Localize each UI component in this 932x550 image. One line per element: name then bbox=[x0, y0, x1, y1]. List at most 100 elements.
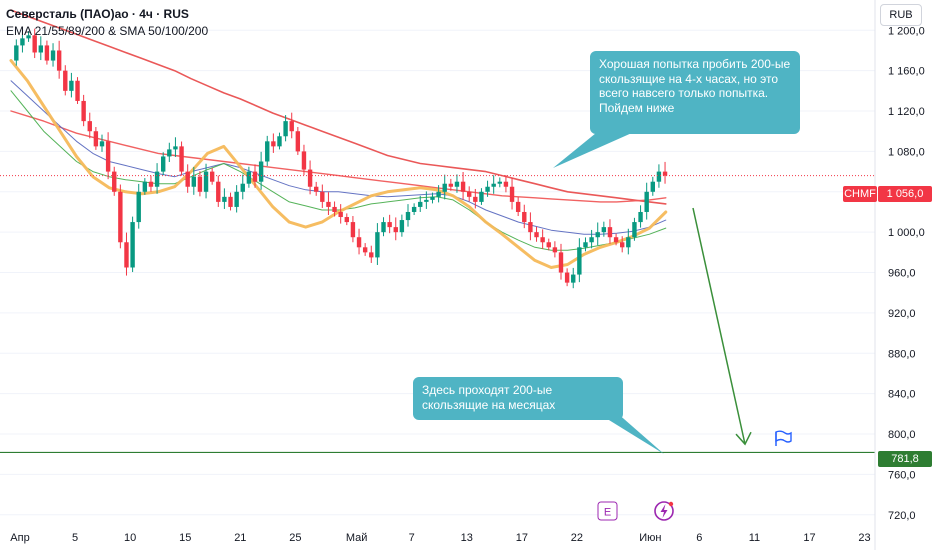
candle-body bbox=[81, 100, 86, 122]
time-tick-label: 17 bbox=[803, 532, 815, 544]
candle-body bbox=[301, 151, 307, 170]
candle-body bbox=[656, 171, 662, 182]
price-tick-label: 1 120,0 bbox=[888, 106, 925, 118]
time-tick-label: 25 bbox=[289, 532, 301, 544]
candle-body bbox=[399, 220, 405, 233]
candle-body bbox=[246, 171, 252, 184]
indicators-legend[interactable]: EMA 21/55/89/200 & SMA 50/100/200 bbox=[6, 24, 209, 38]
candle-body bbox=[662, 171, 668, 176]
candle-body bbox=[515, 201, 521, 212]
candle-body bbox=[44, 45, 50, 61]
candle-body bbox=[467, 191, 472, 197]
annotation-callout-top[interactable]: Хорошая попытка пробить 200-ые скользящи… bbox=[590, 51, 800, 134]
candle-body bbox=[497, 181, 502, 184]
candle-body bbox=[491, 183, 496, 187]
candle-body bbox=[626, 237, 631, 248]
candle-body bbox=[197, 176, 203, 192]
price-axis[interactable]: 720,0 760,0 800,0 840,0 880,0 920,0 960,0 1 000… bbox=[888, 25, 925, 522]
candle-body bbox=[405, 211, 411, 221]
level-price-tag: 781,8 bbox=[878, 451, 932, 467]
candle-body bbox=[362, 247, 368, 253]
moving-averages bbox=[9, 9, 668, 269]
time-tick-label: 15 bbox=[179, 532, 191, 544]
trend-arrow[interactable] bbox=[692, 207, 752, 446]
candle-body bbox=[32, 35, 37, 53]
candle-body bbox=[75, 80, 80, 101]
candle-body bbox=[14, 45, 19, 61]
candle-body bbox=[124, 242, 129, 268]
candle-body bbox=[326, 201, 331, 207]
earnings-badge[interactable]: E bbox=[597, 501, 618, 521]
candle-body bbox=[534, 232, 539, 238]
currency-button[interactable]: RUB bbox=[880, 4, 922, 26]
time-tick-label: 21 bbox=[234, 532, 246, 544]
candle-body bbox=[552, 247, 558, 253]
candle-body bbox=[564, 272, 570, 283]
candle-body bbox=[393, 227, 398, 233]
candle-body bbox=[369, 252, 374, 258]
symbol-title: Северсталь (ПАО)ао · 4ч · RUS bbox=[6, 7, 189, 21]
last-price-tag: 1 056,0 bbox=[878, 186, 932, 202]
candle-body bbox=[418, 201, 423, 207]
candle-body bbox=[289, 121, 294, 132]
chart-grid bbox=[0, 29, 875, 516]
candle-body bbox=[26, 35, 31, 39]
annotation-callout-top-text: Хорошая попытка пробить 200-ые скользящи… bbox=[599, 57, 791, 115]
ma-line-ema-200 bbox=[10, 110, 667, 203]
time-tick-label: 5 bbox=[72, 532, 78, 544]
candle-body bbox=[522, 211, 527, 223]
candle-body bbox=[350, 222, 356, 238]
price-tick-label: 960,0 bbox=[888, 268, 916, 280]
candle-body bbox=[528, 222, 533, 233]
candle-body bbox=[613, 237, 619, 243]
candle-body bbox=[173, 146, 178, 150]
candle-body bbox=[320, 191, 325, 202]
candle-body bbox=[540, 237, 545, 243]
candle-body bbox=[595, 232, 600, 238]
candle-body bbox=[265, 141, 270, 162]
time-tick-label: Май bbox=[346, 532, 368, 544]
candle-body bbox=[105, 141, 111, 172]
annotation-callout-bottom[interactable]: Здесь проходят 200-ые скользящие на меся… bbox=[413, 377, 623, 420]
time-tick-label: 6 bbox=[696, 532, 702, 544]
candle-body bbox=[295, 131, 301, 152]
candle-body bbox=[203, 171, 209, 192]
candle-body bbox=[620, 242, 625, 248]
price-tick-label: 1 200,0 bbox=[888, 25, 925, 37]
candle-body bbox=[442, 183, 447, 192]
candle-body bbox=[283, 121, 288, 137]
candle-body bbox=[234, 191, 239, 207]
dividend-lightning-icon[interactable] bbox=[654, 501, 674, 521]
candle-body bbox=[577, 247, 582, 275]
candle-body bbox=[338, 211, 343, 218]
candle-body bbox=[356, 237, 362, 248]
time-tick-label: 13 bbox=[461, 532, 473, 544]
candle-body bbox=[387, 222, 392, 228]
candle-body bbox=[485, 186, 490, 192]
candle-body bbox=[473, 196, 478, 202]
candle-body bbox=[271, 141, 276, 147]
candle-body bbox=[258, 161, 264, 182]
time-tick-label: 23 bbox=[858, 532, 870, 544]
price-tick-label: 1 160,0 bbox=[888, 66, 925, 78]
annotation-callout-bottom-text: Здесь проходят 200-ые скользящие на меся… bbox=[422, 383, 556, 412]
candle-body bbox=[583, 242, 588, 248]
time-tick-label: Апр bbox=[10, 532, 29, 544]
time-tick-label: 7 bbox=[409, 532, 415, 544]
ma-line-ema-89 bbox=[10, 80, 667, 235]
candle-body bbox=[93, 131, 99, 147]
candle-body bbox=[50, 50, 56, 61]
candle-body bbox=[216, 181, 221, 202]
candle-body bbox=[589, 237, 594, 243]
price-tick-label: 1 080,0 bbox=[888, 146, 925, 158]
candle-body bbox=[38, 45, 43, 53]
candle-body bbox=[638, 211, 643, 223]
candle-body bbox=[460, 181, 466, 192]
candle-body bbox=[63, 70, 68, 91]
price-tick-label: 720,0 bbox=[888, 510, 916, 522]
flag-icon[interactable] bbox=[775, 430, 792, 446]
candle-body bbox=[99, 141, 105, 147]
candle-body bbox=[154, 171, 160, 187]
time-axis[interactable]: Апр 5 10 15 21 25 Май 7 13 17 22 Июн 6 11 17 23 bbox=[10, 532, 870, 544]
